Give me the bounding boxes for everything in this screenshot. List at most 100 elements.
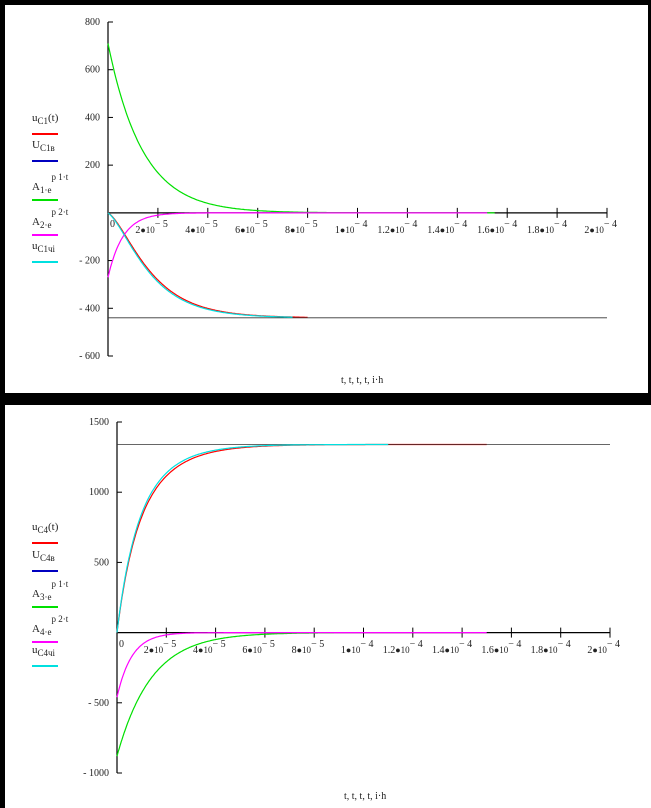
x-tick-mantissa: 4 <box>185 224 191 236</box>
plot-area: 800 600 400 200 - 200 - 400 - 600 <box>79 17 608 362</box>
legend-sub: 4·e <box>39 627 52 638</box>
x-tick-base: ●10 <box>290 224 305 235</box>
x-tick-exponent: − 4 <box>454 218 468 230</box>
legend-swatch-0 <box>32 133 58 135</box>
legend-label-2: A1·e p 1·t <box>32 173 68 195</box>
legend-main: U <box>32 549 40 561</box>
y-tick-label: 800 <box>85 17 100 28</box>
legend-label-2: A3·e p 1·t <box>32 580 68 602</box>
x-tick-label: 2●10− 5 <box>144 639 177 656</box>
legend-main: u <box>32 521 38 533</box>
series-line-3 <box>116 632 487 698</box>
x-tick-base: ●10 <box>395 644 410 655</box>
x-tick-mantissa: 0 <box>119 638 124 650</box>
legend-sub: 3·e <box>39 592 52 603</box>
x-tick-mantissa: 1 <box>340 644 346 656</box>
plot-area: 1500 1000 500 - 500 - 1000 <box>83 417 611 779</box>
chart-panel-uc4: 1500 1000 500- 500- 1000 0 2●10− 5 4●10− 5 6●1… <box>5 405 651 808</box>
x-tick-exponent: − 5 <box>212 638 226 650</box>
x-tick-mantissa: 1.2 <box>382 644 396 656</box>
y-tick-label: 1500 <box>89 417 109 428</box>
legend-tail: i <box>52 244 56 255</box>
legend-main: A <box>32 623 40 635</box>
x-tick-mantissa: 1.8 <box>527 224 540 236</box>
legend-main: A <box>32 216 40 228</box>
y-tick-label: 500 <box>94 557 109 568</box>
x-tick-base: ●10 <box>589 224 604 235</box>
x-tick-mantissa: 1.2 <box>377 224 390 236</box>
legend-sub: 1·e <box>39 185 52 196</box>
y-tick-label: - 1000 <box>83 768 109 779</box>
x-tick-exponent: − 5 <box>304 218 318 230</box>
x-tick-exponent: − 4 <box>606 638 620 650</box>
legend-main: u <box>32 240 38 252</box>
legend-swatch-2 <box>32 199 58 201</box>
x-tick-base: ●10 <box>389 224 405 235</box>
y-tick-label: - 500 <box>88 698 109 709</box>
x-tick-base: ●10 <box>493 644 509 655</box>
legend-swatch-4 <box>32 665 58 667</box>
y-tick-label: - 600 <box>79 351 100 362</box>
x-tick-label: 8●10− 5 <box>285 219 318 236</box>
x-tick-exponent: − 4 <box>354 218 368 230</box>
x-tick-exponent: − 5 <box>154 218 168 230</box>
x-tick-exponent: − 5 <box>261 638 275 650</box>
chart-panel-uc1: 800 600 400 200- 200- 400- 600 0 2●10− 5 4●10−… <box>5 5 648 393</box>
legend-sub: C4ч <box>37 648 53 659</box>
legend-sup: p 2·t <box>51 614 69 624</box>
x-tick-label: 1.4●10− 4 <box>427 219 467 236</box>
x-tick-mantissa: 2 <box>587 644 593 656</box>
x-tick-mantissa: 8 <box>291 644 297 656</box>
y-tick-label: 400 <box>85 112 100 123</box>
legend-sub: C1в <box>39 143 55 154</box>
x-tick-base: ●10 <box>489 224 505 235</box>
x-tick-exponent: − 5 <box>204 218 218 230</box>
series-line-0 <box>116 443 487 633</box>
x-tick-mantissa: 1.4 <box>432 644 445 656</box>
x-tick-mantissa: 2 <box>135 224 141 236</box>
x-tick-label: 4●10− 5 <box>193 639 226 656</box>
x-tick-label: 8●10− 5 <box>292 639 325 656</box>
x-tick-label: 1.6●10− 4 <box>477 219 517 236</box>
x-tick-label: 1.8●10− 4 <box>531 639 571 656</box>
x-tick-mantissa: 1.4 <box>427 224 440 236</box>
x-tick-exponent: − 5 <box>254 218 268 230</box>
x-tick-mantissa: 1 <box>334 224 340 236</box>
legend-tail: (t) <box>48 521 59 533</box>
legend-tail: (t) <box>48 112 59 124</box>
x-tick-exponent: − 4 <box>553 218 568 230</box>
x-tick-label: 0 <box>119 639 124 650</box>
x-tick-label: 1.6●10− 4 <box>481 639 521 656</box>
x-tick-exponent: − 5 <box>311 638 325 650</box>
legend-label-3: A2·e p 2·t <box>32 208 68 230</box>
legend-label-4: uC1чi <box>32 241 55 254</box>
x-axis-label: t, t, t, t, i·h <box>341 375 383 386</box>
x-tick-mantissa: 1.6 <box>481 644 494 656</box>
legend-sub: C4в <box>39 553 55 564</box>
legend-sup: p 1·t <box>51 172 69 182</box>
x-tick-exponent: − 4 <box>409 638 423 650</box>
legend-swatch-3 <box>32 234 58 236</box>
x-tick-base: ●10 <box>339 224 355 235</box>
x-axis-label-text: t, t, t, t, i·h <box>344 791 387 802</box>
x-tick-label: 1.4●10− 4 <box>432 639 472 656</box>
x-tick-base: ●10 <box>240 224 255 235</box>
legend-tail: i <box>52 648 56 659</box>
series-line-2 <box>107 43 495 214</box>
x-tick-label: 1●10− 4 <box>341 639 374 656</box>
x-tick-base: ●10 <box>190 224 205 235</box>
legend-sup: p 2·t <box>51 207 69 217</box>
legend-sub: C4 <box>37 525 49 536</box>
series-line-4 <box>116 443 389 633</box>
x-tick-label: 1.8●10− 4 <box>527 219 567 236</box>
x-tick-mantissa: 8 <box>285 224 291 236</box>
x-tick-base: ●10 <box>148 644 164 655</box>
legend-sub: C1 <box>37 116 49 127</box>
legend-sup: p 1·t <box>51 579 69 589</box>
x-tick-label: 2●10− 4 <box>587 639 620 656</box>
legend-label-3: A4·e p 2·t <box>32 615 68 637</box>
x-tick-base: ●10 <box>543 644 558 655</box>
x-tick-exponent: − 4 <box>360 638 374 650</box>
series-line-3 <box>107 212 488 278</box>
legend-main: A <box>32 181 40 193</box>
